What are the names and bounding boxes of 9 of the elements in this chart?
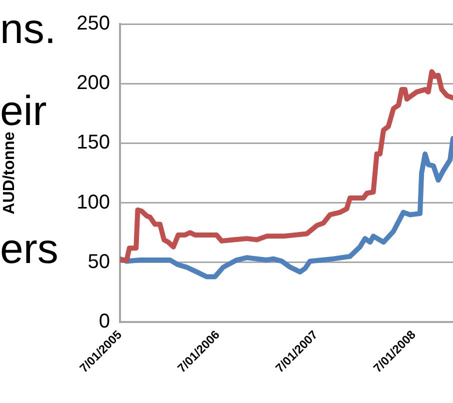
text: ers (0, 225, 58, 272)
y-tick-label: 50 (88, 250, 110, 273)
y-tick-label: 250 (76, 12, 110, 35)
text: ns. (0, 5, 56, 52)
y-axis-title: AUD/tonne (1, 132, 18, 214)
y-tick-label: 150 (76, 132, 110, 154)
y-tick-label: 200 (76, 72, 110, 94)
y-tick-label: 0 (98, 310, 110, 333)
y-tick-label: 100 (76, 191, 110, 214)
